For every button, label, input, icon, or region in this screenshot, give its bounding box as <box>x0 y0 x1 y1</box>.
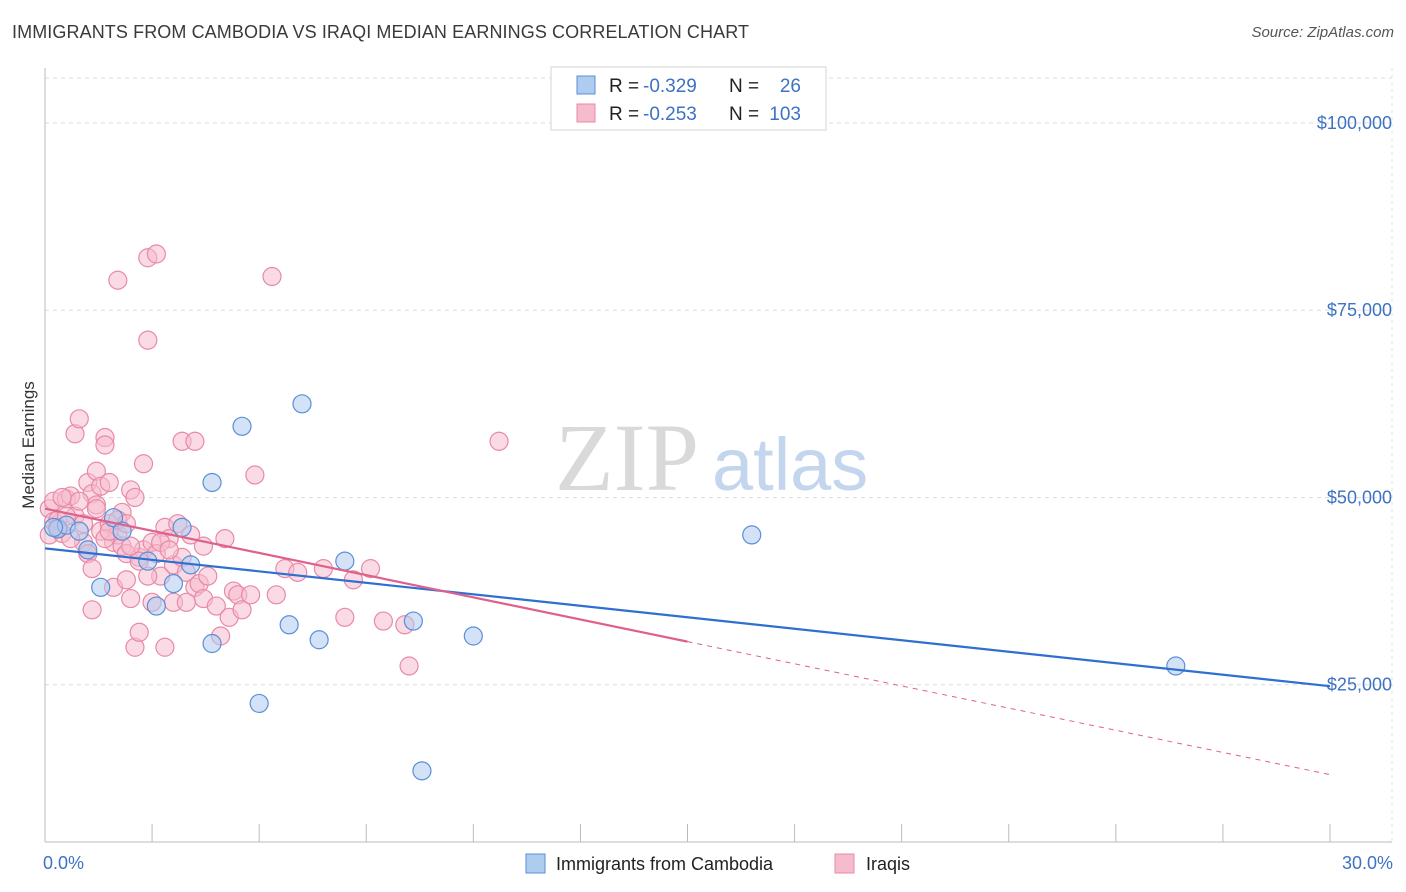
iraqi-point <box>176 592 196 612</box>
cambodia-point <box>43 517 64 538</box>
iraqi-point <box>125 487 145 508</box>
iraqi-point <box>138 330 158 350</box>
iraqi-point <box>108 270 128 290</box>
cambodia-point <box>163 573 184 594</box>
legend-blue-swatch <box>576 75 596 95</box>
iraqi-point <box>185 431 205 451</box>
x-tick-label: 30.0% <box>1342 853 1393 873</box>
bottom-legend-blue-swatch <box>525 853 546 874</box>
y-tick-label: $100,000 <box>1317 113 1392 133</box>
iraqi-point <box>215 529 235 549</box>
cambodia-point <box>335 551 355 571</box>
cambodia-point <box>202 633 222 654</box>
iraqi-point <box>121 536 141 556</box>
legend-pink-swatch <box>576 103 596 123</box>
iraqi-point <box>146 244 166 264</box>
iraqi-point <box>288 562 308 582</box>
legend-n-value-1: 26 <box>780 76 801 97</box>
iraqi-point <box>86 499 107 519</box>
iraqi-point <box>116 570 136 590</box>
iraqi-point <box>399 656 419 676</box>
watermark-zip: ZIP <box>555 404 699 511</box>
cambodia-point <box>463 626 483 646</box>
legend-r-value-1: -0.329 <box>643 76 697 97</box>
iraqi-point <box>82 559 102 579</box>
iraqi-point <box>335 607 355 627</box>
cambodia-point <box>292 394 312 414</box>
watermark-atlas: atlas <box>712 423 868 506</box>
iraqi-point <box>241 585 261 605</box>
iraqi-point <box>360 559 381 579</box>
chart-title: IMMIGRANTS FROM CAMBODIA VS IRAQI MEDIAN… <box>12 22 750 42</box>
cambodia-point <box>249 693 269 714</box>
iraqi-point <box>69 491 89 511</box>
iraqis-points <box>39 244 509 676</box>
legend-r-label-1: R = <box>609 76 639 97</box>
iraqi-point <box>373 611 393 631</box>
cambodia-point <box>78 540 98 560</box>
iraqi-point <box>99 472 119 493</box>
iraqi-point <box>95 435 115 455</box>
iraqi-point <box>245 465 265 485</box>
trend-lines <box>44 507 1331 776</box>
legend-n-label-1: N = <box>729 76 759 97</box>
source-label: Source: ZipAtlas.com <box>1251 24 1394 41</box>
iraqi-point <box>266 585 286 605</box>
iraqi-trend-line-extension <box>687 641 1331 776</box>
legend-n-value-2: 103 <box>769 104 801 125</box>
iraqi-point <box>121 588 141 609</box>
legend-n-label-2: N = <box>729 104 759 125</box>
cambodia-trend-line <box>44 547 1331 688</box>
cambodia-point <box>202 472 222 493</box>
iraqi-point <box>489 431 509 451</box>
axes <box>44 68 1392 843</box>
bottom-legend-pink-swatch <box>834 853 855 874</box>
legend-r-label-2: R = <box>609 104 639 125</box>
iraqi-point <box>129 622 149 642</box>
cambodia-point <box>69 521 89 541</box>
grid-lines <box>45 68 1393 842</box>
iraqi-trend-line <box>44 507 688 643</box>
legend-box: R = -0.329 N = 26 R = -0.253 N = 103 <box>550 66 827 131</box>
y-tick-label: $25,000 <box>1327 675 1392 695</box>
cambodia-point <box>91 577 111 597</box>
iraqi-point <box>159 540 179 560</box>
cambodia-point <box>232 416 252 436</box>
cambodia-point <box>403 611 423 631</box>
cambodia-point <box>172 517 192 538</box>
y-tick-label: $75,000 <box>1327 300 1392 320</box>
cambodia-point <box>1166 656 1186 676</box>
x-tick-label: 0.0% <box>43 853 84 873</box>
iraqi-point <box>69 409 89 429</box>
iraqi-point <box>155 637 175 657</box>
tick-labels: $25,000 $50,000 $75,000 $100,000 0.0% 30.0% <box>43 113 1393 873</box>
iraqi-point <box>82 600 102 620</box>
y-axis-label: Median Earnings <box>19 381 38 509</box>
cambodia-point <box>146 596 166 616</box>
y-tick-label: $50,000 <box>1327 487 1392 507</box>
legend-r-value-2: -0.253 <box>643 104 697 125</box>
bottom-legend: Immigrants from Cambodia Iraqis <box>525 853 910 874</box>
iraqi-point <box>232 600 252 620</box>
iraqi-point <box>198 566 218 586</box>
cambodia-point <box>309 630 329 650</box>
iraqi-point <box>206 596 226 616</box>
cambodia-point <box>412 761 432 781</box>
cambodia-point <box>279 615 299 635</box>
iraqi-point <box>262 266 282 287</box>
bottom-legend-cambodia: Immigrants from Cambodia <box>556 854 774 874</box>
iraqi-point <box>52 487 72 508</box>
cambodia-point <box>742 525 762 545</box>
cambodia-points <box>43 394 1186 781</box>
bottom-legend-iraqis: Iraqis <box>866 854 910 874</box>
iraqi-point <box>133 454 154 474</box>
